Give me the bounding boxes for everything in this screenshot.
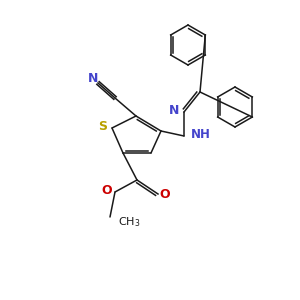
- Text: S: S: [98, 119, 107, 133]
- Text: CH$_3$: CH$_3$: [118, 215, 140, 229]
- Text: NH: NH: [191, 128, 211, 140]
- Text: O: O: [102, 184, 112, 197]
- Text: N: N: [169, 103, 179, 116]
- Text: O: O: [160, 188, 170, 200]
- Text: N: N: [88, 71, 98, 85]
